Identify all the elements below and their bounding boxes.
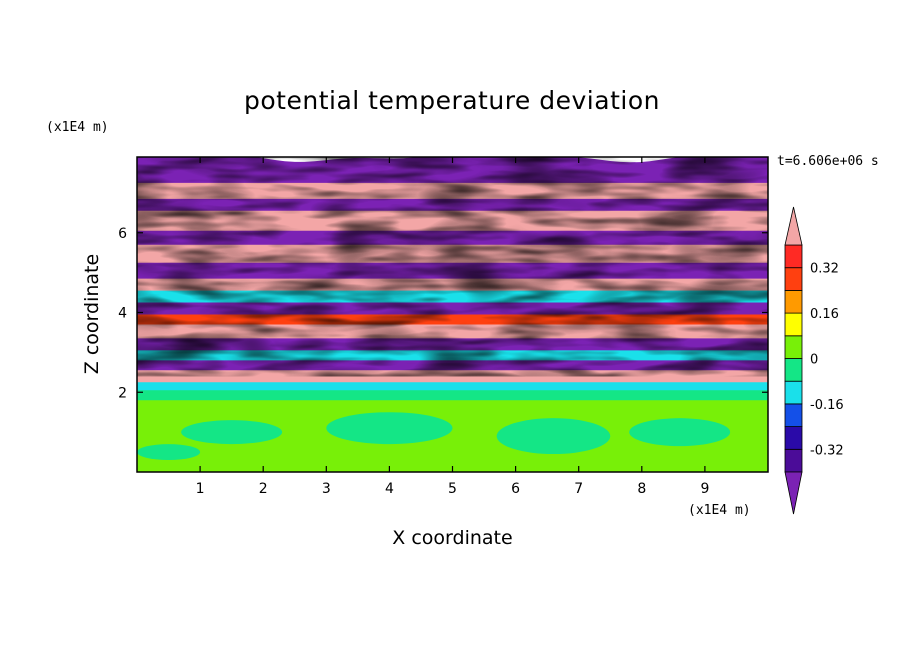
x-tick-label: 9: [700, 481, 709, 497]
contour-band: [137, 392, 768, 472]
layer-texture: [137, 157, 768, 377]
colorbar-segment: [784, 380, 803, 405]
contour-blob: [496, 418, 611, 455]
colorbar-label: -0.32: [810, 443, 844, 458]
contour-blob: [629, 418, 731, 447]
time-label: t=6.606e+06 s: [777, 154, 879, 169]
x-axis-label: X coordinate: [392, 527, 513, 549]
x-tick-label: 8: [637, 481, 646, 497]
chart-title: potential temperature deviation: [244, 86, 660, 115]
colorbar-segment: [784, 426, 803, 450]
colorbar-over-arrow: [784, 206, 803, 246]
colorbar-segment: [784, 448, 803, 473]
colorbar-segment: [784, 358, 803, 382]
colorbar-segment: [784, 289, 803, 314]
colorbar-label: 0.16: [810, 307, 839, 322]
y-tick-label: 4: [118, 306, 127, 322]
colorbar-segment: [784, 267, 803, 291]
colorbar-segment: [784, 403, 803, 427]
z-axis-unit: (x1E4 m): [46, 120, 109, 135]
x-tick-label: 6: [511, 481, 520, 497]
colorbar-label: 0: [810, 353, 818, 368]
plot-area: [137, 157, 768, 472]
y-tick-label: 2: [118, 385, 127, 401]
colorbar-label: -0.16: [810, 398, 844, 413]
contour-blob: [181, 420, 283, 445]
x-tick-label: 3: [322, 481, 331, 497]
contour-blob: [326, 412, 453, 445]
x-tick-label: 7: [574, 481, 583, 497]
x-tick-label: 5: [448, 481, 457, 497]
axis-ticks: 1 2 3 4 5 6 7 8 9 2 4 6: [118, 157, 768, 497]
contour-blob: [137, 444, 201, 461]
colorbar-under-arrow: [784, 471, 803, 515]
colorbar-label: 0.32: [810, 262, 839, 277]
x-tick-label: 4: [385, 481, 394, 497]
colorbar-segment: [784, 335, 803, 359]
y-tick-label: 6: [118, 226, 127, 242]
colorbar-segment: [784, 312, 803, 337]
x-tick-label: 1: [196, 481, 205, 497]
x-tick-label: 2: [259, 481, 268, 497]
colorbar: 0.32 0.16 0 -0.16 -0.32: [784, 206, 844, 515]
x-axis-unit: (x1E4 m): [688, 503, 751, 518]
colorbar-segment: [784, 244, 803, 269]
